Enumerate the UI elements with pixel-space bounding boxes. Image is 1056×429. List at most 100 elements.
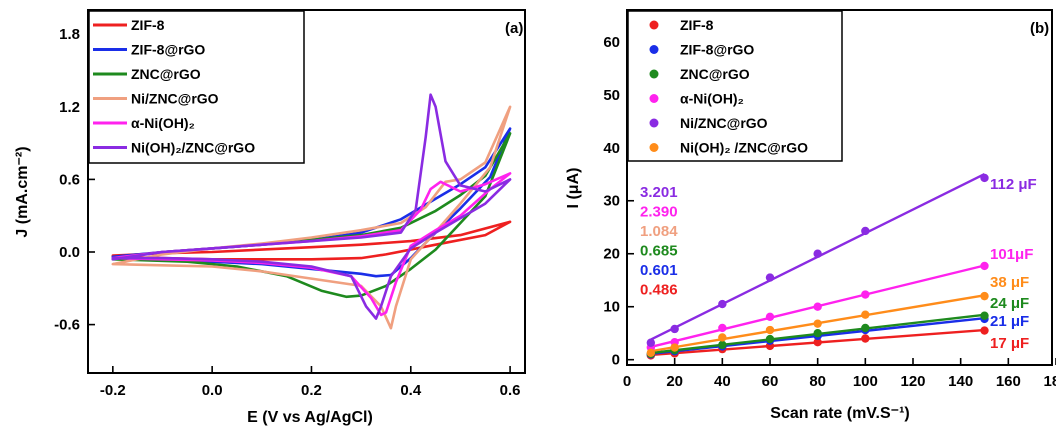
data-point	[765, 273, 775, 282]
panel-a-label: (a)	[505, 20, 523, 37]
data-point	[765, 325, 775, 335]
data-point	[980, 261, 989, 271]
panel-a-x-axis-label: E (V vs Ag/AgCl)	[247, 409, 373, 426]
slope-label: 2.390	[640, 204, 678, 221]
y-tick-label: 1.8	[59, 26, 80, 43]
x-tick-label: -0.2	[100, 382, 126, 399]
slope-label: 0.601	[640, 262, 678, 279]
y-tick-label: 50	[603, 87, 620, 104]
slope-label: 0.486	[640, 282, 678, 299]
cv-curve	[111, 93, 512, 320]
data-point	[861, 334, 870, 343]
y-tick-label: 20	[603, 246, 620, 263]
legend-entry: Ni(OH)₂/ZNC@rGO	[131, 140, 255, 156]
legend-box	[88, 10, 305, 164]
slope-label: 1.084	[640, 223, 678, 240]
y-tick-label: 60	[603, 34, 620, 51]
data-point	[718, 340, 727, 350]
panel-a-legend: ZIF-8 ZIF-8@rGO ZNC@rGO Ni/ZNC@rGO α-Ni(OH)₂…	[88, 10, 305, 164]
data-point	[813, 319, 822, 328]
panel-a-curves	[111, 93, 512, 330]
slope-label: 0.685	[640, 243, 678, 260]
data-point	[980, 291, 989, 301]
panel-b-x-axis-label: Scan rate (mV.S⁻¹)	[770, 405, 909, 422]
panel-b-plot-frame	[626, 9, 1053, 366]
data-point	[670, 343, 679, 352]
x-tick-label: 20	[666, 373, 683, 390]
data-point	[670, 324, 679, 334]
data-point	[765, 334, 775, 344]
legend-marker	[649, 118, 659, 128]
data-point	[646, 338, 656, 347]
x-tick-label: 0.2	[301, 382, 322, 399]
y-tick-label: 1.2	[59, 99, 80, 116]
y-tick-label: 0	[612, 352, 620, 369]
data-point	[813, 329, 822, 338]
legend-entry: ZNC@rGO	[131, 66, 201, 82]
capacitance-label: 112 μF	[990, 176, 1037, 193]
legend-marker	[649, 45, 659, 54]
capacitance-label: 101μF	[990, 246, 1033, 263]
legend-entry: ZIF-8	[680, 17, 714, 33]
panel-b-data-points	[646, 173, 989, 360]
x-tick-label: 0.4	[400, 382, 422, 399]
cv-curve	[111, 105, 512, 330]
legend-box	[627, 10, 843, 162]
data-point	[861, 310, 870, 319]
legend-marker	[649, 143, 659, 152]
panel-b-slope-labels: 3.201 2.390 1.084 0.685 0.601 0.486	[640, 184, 678, 299]
panel-b-ticks: 0 20 40 60 80 100 120 140 160 180 0 10 20 30 40 50 60	[603, 34, 1056, 390]
x-tick-label: 160	[996, 373, 1021, 390]
legend-entry: Ni(OH)₂ /ZNC@rGO	[680, 140, 808, 156]
cv-curve	[111, 172, 512, 317]
x-tick-label: 120	[900, 373, 925, 390]
panel-b-y-axis-label: I (μA)	[565, 168, 582, 209]
x-tick-label: 80	[809, 373, 826, 390]
x-tick-label: 140	[948, 373, 973, 390]
data-point	[646, 348, 656, 358]
data-point	[813, 249, 822, 258]
data-point	[813, 302, 822, 311]
panel-b-scan-rate-chart: 0 20 40 60 80 100 120 140 160 180 0 10 20 30 40 50 60 (b…	[565, 9, 1056, 422]
panel-a-cv-chart: -0.2 0.0 0.2 0.4 0.6 -0.6 0.0 0.6 1.2 1.8 (a) ZIF…	[14, 9, 526, 426]
data-point	[861, 290, 870, 299]
data-point	[765, 312, 775, 321]
capacitance-label: 21 μF	[990, 313, 1029, 330]
legend-marker	[649, 94, 659, 103]
y-tick-label: -0.6	[54, 317, 80, 334]
y-tick-label: 40	[603, 140, 620, 157]
legend-entry: ZIF-8	[131, 17, 165, 33]
y-tick-label: 10	[603, 299, 620, 316]
capacitance-label: 24 μF	[990, 295, 1029, 312]
data-point	[718, 333, 727, 342]
panel-a-plot-frame	[87, 9, 526, 374]
capacitance-label: 17 μF	[990, 335, 1029, 352]
x-tick-label: 0	[623, 373, 631, 390]
data-point	[813, 338, 822, 347]
y-tick-label: 0.0	[59, 244, 80, 261]
data-point	[861, 226, 870, 236]
x-tick-label: 100	[853, 373, 878, 390]
x-tick-label: 0.6	[500, 382, 521, 399]
capacitance-label: 38 μF	[990, 274, 1029, 291]
x-tick-label: 60	[762, 373, 779, 390]
slope-label: 3.201	[640, 184, 678, 201]
panel-b-legend: ZIF-8 ZIF-8@rGO ZNC@rGO α-Ni(OH)₂ Ni/ZNC@rGO…	[627, 10, 843, 162]
legend-marker	[649, 20, 659, 30]
legend-entry: ZIF-8@rGO	[131, 42, 205, 58]
y-tick-label: 30	[603, 193, 620, 210]
legend-entry: Ni/ZNC@rGO	[680, 115, 768, 131]
data-point	[861, 323, 870, 333]
legend-entry: α-Ni(OH)₂	[680, 91, 744, 107]
legend-entry: α-Ni(OH)₂	[131, 115, 195, 131]
panel-b-label: (b)	[1030, 20, 1049, 37]
data-point	[980, 173, 989, 183]
legend-marker	[649, 69, 659, 79]
x-tick-label: 40	[714, 373, 731, 390]
data-point	[980, 311, 989, 320]
panel-a-y-axis-label: J (mA.cm⁻²)	[14, 146, 31, 237]
legend-entry: ZNC@rGO	[680, 66, 750, 82]
data-point	[718, 323, 727, 333]
